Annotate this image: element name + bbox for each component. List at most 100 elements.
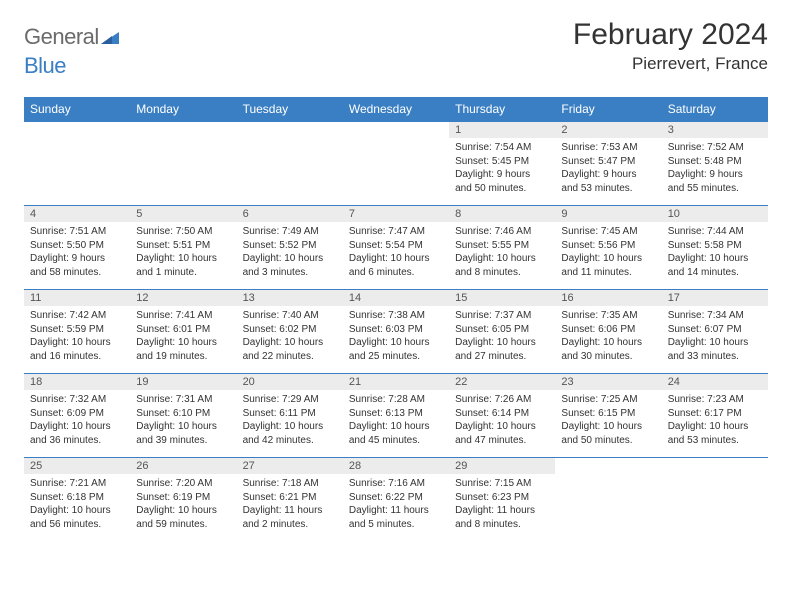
day-number: 28 [343,458,449,474]
daylight-text: Daylight: 10 hours and 19 minutes. [136,336,230,363]
day-number: 14 [343,290,449,306]
location-label: Pierrevert, France [573,54,768,74]
daylight-text: Daylight: 9 hours and 50 minutes. [455,168,549,195]
weekday-header: Wednesday [343,97,449,122]
day-details: Sunrise: 7:52 AMSunset: 5:48 PMDaylight:… [662,138,768,199]
daylight-text: Daylight: 10 hours and 14 minutes. [668,252,762,279]
day-number: 26 [130,458,236,474]
sunset-text: Sunset: 6:10 PM [136,407,230,421]
sunset-text: Sunset: 6:07 PM [668,323,762,337]
daylight-text: Daylight: 10 hours and 45 minutes. [349,420,443,447]
daylight-text: Daylight: 11 hours and 8 minutes. [455,504,549,531]
sunset-text: Sunset: 6:23 PM [455,491,549,505]
day-number: 6 [237,206,343,222]
calendar-day-cell: 18Sunrise: 7:32 AMSunset: 6:09 PMDayligh… [24,374,130,458]
calendar-day-cell: 10Sunrise: 7:44 AMSunset: 5:58 PMDayligh… [662,206,768,290]
calendar-day-cell: 14Sunrise: 7:38 AMSunset: 6:03 PMDayligh… [343,290,449,374]
sunrise-text: Sunrise: 7:32 AM [30,393,124,407]
daylight-text: Daylight: 10 hours and 11 minutes. [561,252,655,279]
day-details: Sunrise: 7:49 AMSunset: 5:52 PMDaylight:… [237,222,343,283]
daylight-text: Daylight: 9 hours and 55 minutes. [668,168,762,195]
brand-logo: General Blue [24,24,119,85]
sunrise-text: Sunrise: 7:29 AM [243,393,337,407]
sunset-text: Sunset: 6:11 PM [243,407,337,421]
day-details: Sunrise: 7:47 AMSunset: 5:54 PMDaylight:… [343,222,449,283]
sunrise-text: Sunrise: 7:40 AM [243,309,337,323]
weekday-header: Monday [130,97,236,122]
day-details: Sunrise: 7:40 AMSunset: 6:02 PMDaylight:… [237,306,343,367]
calendar-day-cell: 13Sunrise: 7:40 AMSunset: 6:02 PMDayligh… [237,290,343,374]
calendar-day-cell: 17Sunrise: 7:34 AMSunset: 6:07 PMDayligh… [662,290,768,374]
calendar-day-cell [24,122,130,206]
sunset-text: Sunset: 5:52 PM [243,239,337,253]
calendar-day-cell: 25Sunrise: 7:21 AMSunset: 6:18 PMDayligh… [24,458,130,542]
calendar-day-cell: 22Sunrise: 7:26 AMSunset: 6:14 PMDayligh… [449,374,555,458]
calendar-day-cell: 24Sunrise: 7:23 AMSunset: 6:17 PMDayligh… [662,374,768,458]
sunset-text: Sunset: 6:01 PM [136,323,230,337]
day-details: Sunrise: 7:54 AMSunset: 5:45 PMDaylight:… [449,138,555,199]
day-details: Sunrise: 7:15 AMSunset: 6:23 PMDaylight:… [449,474,555,535]
sunrise-text: Sunrise: 7:51 AM [30,225,124,239]
day-number: 13 [237,290,343,306]
calendar-day-cell: 11Sunrise: 7:42 AMSunset: 5:59 PMDayligh… [24,290,130,374]
weekday-header: Tuesday [237,97,343,122]
calendar-day-cell [343,122,449,206]
calendar-week-row: 1Sunrise: 7:54 AMSunset: 5:45 PMDaylight… [24,122,768,206]
calendar-day-cell [130,122,236,206]
calendar-day-cell: 2Sunrise: 7:53 AMSunset: 5:47 PMDaylight… [555,122,661,206]
sunset-text: Sunset: 5:48 PM [668,155,762,169]
day-details: Sunrise: 7:50 AMSunset: 5:51 PMDaylight:… [130,222,236,283]
sunrise-text: Sunrise: 7:16 AM [349,477,443,491]
sunrise-text: Sunrise: 7:46 AM [455,225,549,239]
day-number: 1 [449,122,555,138]
brand-text-general: General [24,24,99,49]
calendar-day-cell: 7Sunrise: 7:47 AMSunset: 5:54 PMDaylight… [343,206,449,290]
day-details: Sunrise: 7:42 AMSunset: 5:59 PMDaylight:… [24,306,130,367]
brand-mark-icon [101,31,119,49]
daylight-text: Daylight: 10 hours and 42 minutes. [243,420,337,447]
daylight-text: Daylight: 10 hours and 50 minutes. [561,420,655,447]
sunset-text: Sunset: 5:56 PM [561,239,655,253]
sunset-text: Sunset: 6:21 PM [243,491,337,505]
daylight-text: Daylight: 10 hours and 3 minutes. [243,252,337,279]
daylight-text: Daylight: 10 hours and 1 minute. [136,252,230,279]
day-number: 22 [449,374,555,390]
calendar-day-cell: 23Sunrise: 7:25 AMSunset: 6:15 PMDayligh… [555,374,661,458]
day-number: 16 [555,290,661,306]
daylight-text: Daylight: 10 hours and 59 minutes. [136,504,230,531]
calendar-day-cell: 15Sunrise: 7:37 AMSunset: 6:05 PMDayligh… [449,290,555,374]
day-number: 11 [24,290,130,306]
day-details: Sunrise: 7:20 AMSunset: 6:19 PMDaylight:… [130,474,236,535]
calendar-day-cell: 26Sunrise: 7:20 AMSunset: 6:19 PMDayligh… [130,458,236,542]
sunrise-text: Sunrise: 7:37 AM [455,309,549,323]
day-details: Sunrise: 7:29 AMSunset: 6:11 PMDaylight:… [237,390,343,451]
calendar-table: Sunday Monday Tuesday Wednesday Thursday… [24,97,768,542]
sunrise-text: Sunrise: 7:21 AM [30,477,124,491]
day-details: Sunrise: 7:23 AMSunset: 6:17 PMDaylight:… [662,390,768,451]
calendar-day-cell: 20Sunrise: 7:29 AMSunset: 6:11 PMDayligh… [237,374,343,458]
calendar-day-cell: 3Sunrise: 7:52 AMSunset: 5:48 PMDaylight… [662,122,768,206]
weekday-header: Saturday [662,97,768,122]
day-number: 18 [24,374,130,390]
calendar-week-row: 18Sunrise: 7:32 AMSunset: 6:09 PMDayligh… [24,374,768,458]
calendar-week-row: 25Sunrise: 7:21 AMSunset: 6:18 PMDayligh… [24,458,768,542]
sunrise-text: Sunrise: 7:50 AM [136,225,230,239]
day-number: 21 [343,374,449,390]
header: General Blue February 2024 Pierrevert, F… [24,18,768,85]
daylight-text: Daylight: 10 hours and 39 minutes. [136,420,230,447]
sunset-text: Sunset: 6:15 PM [561,407,655,421]
sunrise-text: Sunrise: 7:45 AM [561,225,655,239]
calendar-day-cell: 1Sunrise: 7:54 AMSunset: 5:45 PMDaylight… [449,122,555,206]
daylight-text: Daylight: 10 hours and 33 minutes. [668,336,762,363]
day-details: Sunrise: 7:34 AMSunset: 6:07 PMDaylight:… [662,306,768,367]
daylight-text: Daylight: 9 hours and 53 minutes. [561,168,655,195]
calendar-day-cell: 12Sunrise: 7:41 AMSunset: 6:01 PMDayligh… [130,290,236,374]
day-number: 3 [662,122,768,138]
sunset-text: Sunset: 5:54 PM [349,239,443,253]
day-details: Sunrise: 7:41 AMSunset: 6:01 PMDaylight:… [130,306,236,367]
sunset-text: Sunset: 6:18 PM [30,491,124,505]
sunrise-text: Sunrise: 7:35 AM [561,309,655,323]
daylight-text: Daylight: 10 hours and 30 minutes. [561,336,655,363]
sunset-text: Sunset: 6:05 PM [455,323,549,337]
day-number: 27 [237,458,343,474]
